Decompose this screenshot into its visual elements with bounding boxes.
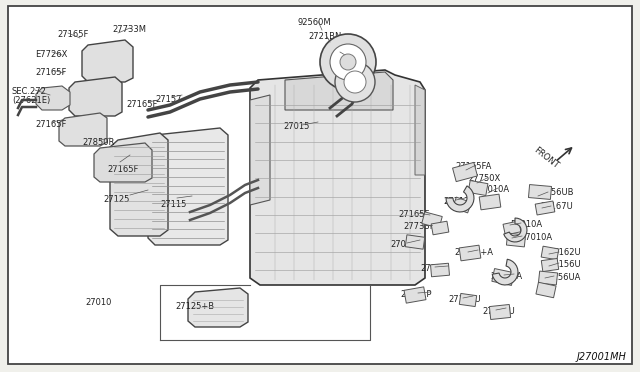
Polygon shape bbox=[405, 235, 425, 249]
Circle shape bbox=[330, 44, 366, 80]
Polygon shape bbox=[69, 77, 122, 116]
Text: 27733NA: 27733NA bbox=[403, 222, 442, 231]
Text: 27010A: 27010A bbox=[490, 272, 522, 281]
Polygon shape bbox=[492, 259, 518, 285]
Text: 27165F: 27165F bbox=[126, 100, 157, 109]
Text: 27165F: 27165F bbox=[398, 210, 429, 219]
Text: 27156UB: 27156UB bbox=[535, 188, 573, 197]
Text: FRONT: FRONT bbox=[532, 145, 560, 170]
Polygon shape bbox=[36, 86, 70, 110]
Text: (27621E): (27621E) bbox=[12, 96, 51, 105]
Polygon shape bbox=[94, 143, 152, 182]
Text: 27125: 27125 bbox=[103, 195, 129, 204]
Polygon shape bbox=[404, 287, 426, 303]
Polygon shape bbox=[529, 185, 552, 199]
Text: 27750X: 27750X bbox=[468, 174, 500, 183]
Polygon shape bbox=[468, 180, 488, 195]
Text: 27165F: 27165F bbox=[35, 120, 67, 129]
Polygon shape bbox=[415, 85, 425, 175]
Text: 27850R: 27850R bbox=[82, 138, 115, 147]
Polygon shape bbox=[431, 221, 449, 235]
Polygon shape bbox=[452, 197, 472, 213]
Text: 27157: 27157 bbox=[155, 95, 182, 104]
Circle shape bbox=[335, 62, 375, 102]
Text: E7010A: E7010A bbox=[510, 220, 542, 229]
Polygon shape bbox=[459, 245, 481, 261]
Text: 27112+A: 27112+A bbox=[454, 248, 493, 257]
Polygon shape bbox=[479, 194, 501, 210]
Circle shape bbox=[340, 54, 356, 70]
Text: 27165FA: 27165FA bbox=[455, 162, 492, 171]
Polygon shape bbox=[285, 72, 393, 110]
Text: 27156U: 27156U bbox=[548, 260, 580, 269]
Polygon shape bbox=[490, 305, 511, 320]
Text: 27112: 27112 bbox=[443, 197, 469, 206]
Text: 27162U: 27162U bbox=[548, 248, 580, 257]
Polygon shape bbox=[541, 246, 559, 260]
Text: 27125+B: 27125+B bbox=[175, 302, 214, 311]
Text: 27153: 27153 bbox=[420, 264, 447, 273]
Polygon shape bbox=[538, 271, 557, 285]
Polygon shape bbox=[422, 212, 442, 228]
Text: 27168U: 27168U bbox=[482, 307, 515, 316]
Polygon shape bbox=[541, 259, 559, 272]
Polygon shape bbox=[492, 269, 514, 285]
Text: 27115: 27115 bbox=[160, 200, 186, 209]
Polygon shape bbox=[506, 233, 525, 247]
Polygon shape bbox=[460, 294, 477, 307]
Polygon shape bbox=[188, 288, 248, 327]
Text: 92560M: 92560M bbox=[298, 18, 332, 27]
Polygon shape bbox=[535, 201, 555, 215]
Text: J27001MH: J27001MH bbox=[576, 352, 626, 362]
Text: 27156UA: 27156UA bbox=[542, 273, 580, 282]
Polygon shape bbox=[452, 163, 477, 182]
Text: 27167U: 27167U bbox=[540, 202, 573, 211]
Circle shape bbox=[320, 34, 376, 90]
Polygon shape bbox=[503, 221, 521, 235]
Polygon shape bbox=[250, 70, 425, 285]
Text: E7726X: E7726X bbox=[35, 50, 67, 59]
Polygon shape bbox=[431, 263, 449, 277]
Polygon shape bbox=[82, 40, 133, 82]
Text: 27010A: 27010A bbox=[520, 233, 552, 242]
Text: 27010A: 27010A bbox=[390, 240, 422, 249]
Text: 27010A: 27010A bbox=[477, 185, 509, 194]
Text: 92560M: 92560M bbox=[325, 50, 358, 59]
Polygon shape bbox=[110, 133, 168, 236]
Text: 27165F: 27165F bbox=[107, 165, 138, 174]
Text: 2721BN: 2721BN bbox=[308, 32, 341, 41]
Polygon shape bbox=[446, 186, 474, 212]
Text: 27015: 27015 bbox=[283, 122, 309, 131]
Polygon shape bbox=[250, 95, 270, 205]
Text: 27165F: 27165F bbox=[35, 68, 67, 77]
Circle shape bbox=[344, 71, 366, 93]
Polygon shape bbox=[536, 282, 556, 298]
Text: 27165U: 27165U bbox=[448, 295, 481, 304]
Text: SEC.272: SEC.272 bbox=[12, 87, 47, 96]
Polygon shape bbox=[59, 113, 107, 146]
Text: 27551P: 27551P bbox=[400, 290, 431, 299]
Polygon shape bbox=[504, 218, 527, 242]
Text: 27010: 27010 bbox=[85, 298, 111, 307]
Text: 27733M: 27733M bbox=[112, 25, 146, 34]
Text: 27165F: 27165F bbox=[57, 30, 88, 39]
Polygon shape bbox=[148, 128, 228, 245]
